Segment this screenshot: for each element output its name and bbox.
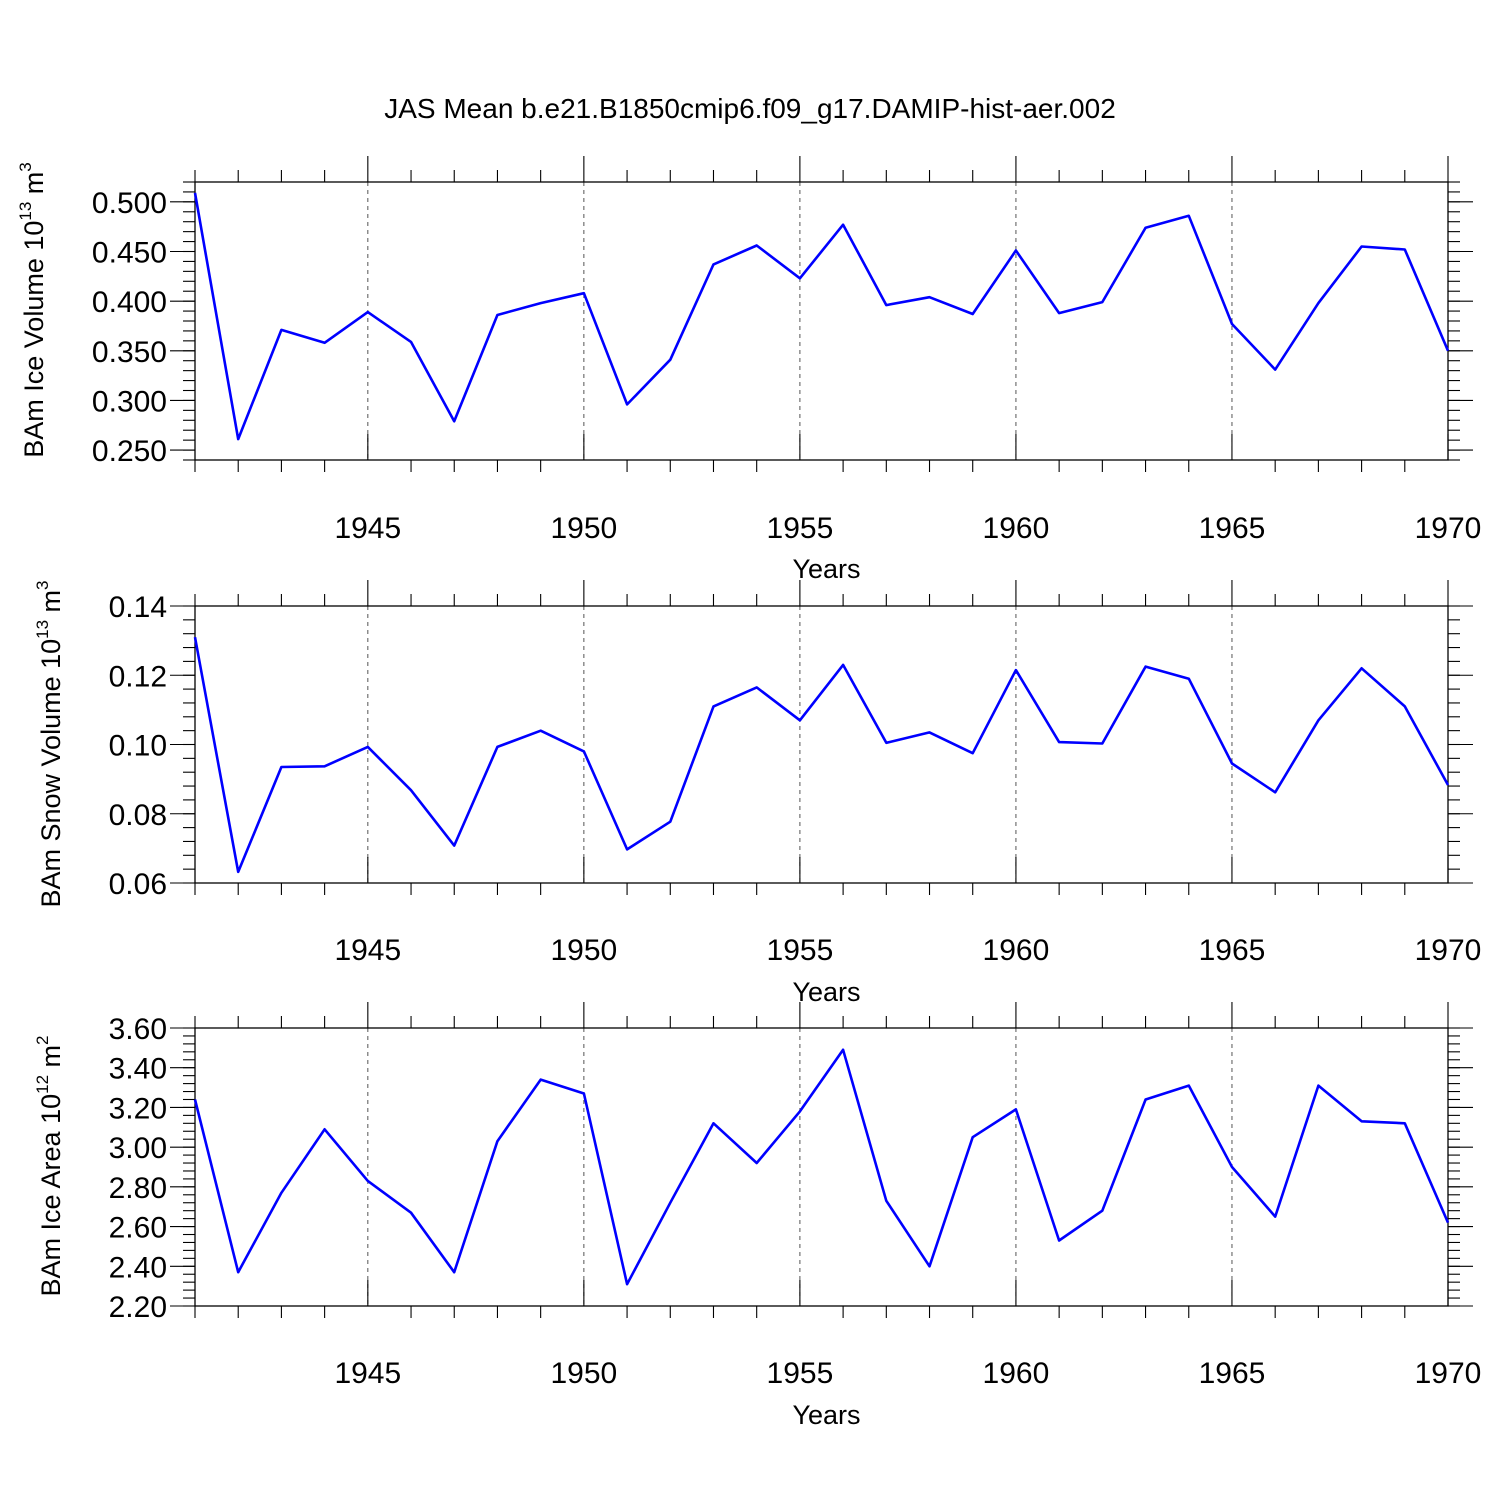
series-line (193, 636, 1450, 874)
y-tick-label: 3.40 (109, 1053, 167, 1086)
x-tick-label: 1955 (767, 934, 834, 967)
plot-frame (194, 181, 1449, 461)
y-tick-label: 0.10 (109, 730, 167, 763)
y-tick-label: 3.00 (109, 1132, 167, 1165)
y-tick-label: 3.60 (109, 1013, 167, 1046)
y-tick-label: 2.40 (109, 1251, 167, 1284)
y-tick-label: 0.300 (92, 385, 167, 418)
x-tick-label: 1970 (1415, 1357, 1482, 1390)
y-tick-label: 0.08 (109, 799, 167, 832)
panel-ice-volume: 0.250 0.300 0.350 0.400 0.450 0.500 1945 1950 19… (16, 156, 1481, 584)
x-tick-label: 1945 (334, 934, 401, 967)
x-tick-label: 1955 (767, 1357, 834, 1390)
y-tick-label: 2.80 (109, 1172, 167, 1205)
y-tick-label: 2.20 (109, 1291, 167, 1324)
y-tick-label: 0.12 (109, 660, 167, 693)
panel-ice-area: 2.20 2.40 2.60 2.80 3.00 3.20 3.40 3.60 1945 1950… (33, 1002, 1481, 1430)
x-tick-label: 1950 (550, 1357, 617, 1390)
y-tick-label: 0.14 (109, 591, 167, 624)
y-axis-label: BAm Ice Area 1012 m2 (33, 1036, 66, 1297)
y-tick-label: 0.400 (92, 286, 167, 319)
y-tick-label: 0.06 (109, 868, 167, 901)
y-tick-label: 0.350 (92, 336, 167, 369)
x-tick-label: 1970 (1415, 934, 1482, 967)
x-tick-label: 1955 (767, 512, 834, 545)
x-tick-label: 1965 (1199, 512, 1266, 545)
series-line (193, 1048, 1450, 1286)
y-axis-label: BAm Snow Volume 1013 m3 (33, 580, 66, 907)
x-tick-label: 1945 (334, 512, 401, 545)
y-tick-label: 2.60 (109, 1212, 167, 1245)
plot-frame (194, 1027, 1449, 1307)
x-axis-label: Years (792, 977, 860, 1007)
y-axis-label: BAm Ice Volume 1013 m3 (16, 162, 49, 458)
x-tick-label: 1960 (983, 1357, 1050, 1390)
chart-title: JAS Mean b.e21.B1850cmip6.f09_g17.DAMIP-… (384, 93, 1116, 124)
x-tick-label: 1965 (1199, 1357, 1266, 1390)
x-axis-label: Years (792, 1400, 860, 1430)
panel-snow-volume: 0.06 0.08 0.10 0.12 0.14 1945 1950 1955 1960 1965… (33, 580, 1481, 1007)
y-tick-label: 0.250 (92, 435, 167, 468)
x-axis-label: Years (792, 554, 860, 584)
x-tick-label: 1960 (983, 934, 1050, 967)
series-line (193, 192, 1450, 441)
x-tick-label: 1965 (1199, 934, 1266, 967)
x-tick-label: 1945 (334, 1357, 401, 1390)
y-tick-label: 0.450 (92, 237, 167, 270)
plot-frame (194, 605, 1449, 884)
y-tick-label: 0.500 (92, 187, 167, 220)
x-tick-label: 1960 (983, 512, 1050, 545)
x-tick-label: 1970 (1415, 512, 1482, 545)
x-tick-label: 1950 (550, 512, 617, 545)
y-tick-label: 3.20 (109, 1092, 167, 1125)
x-tick-label: 1950 (550, 934, 617, 967)
